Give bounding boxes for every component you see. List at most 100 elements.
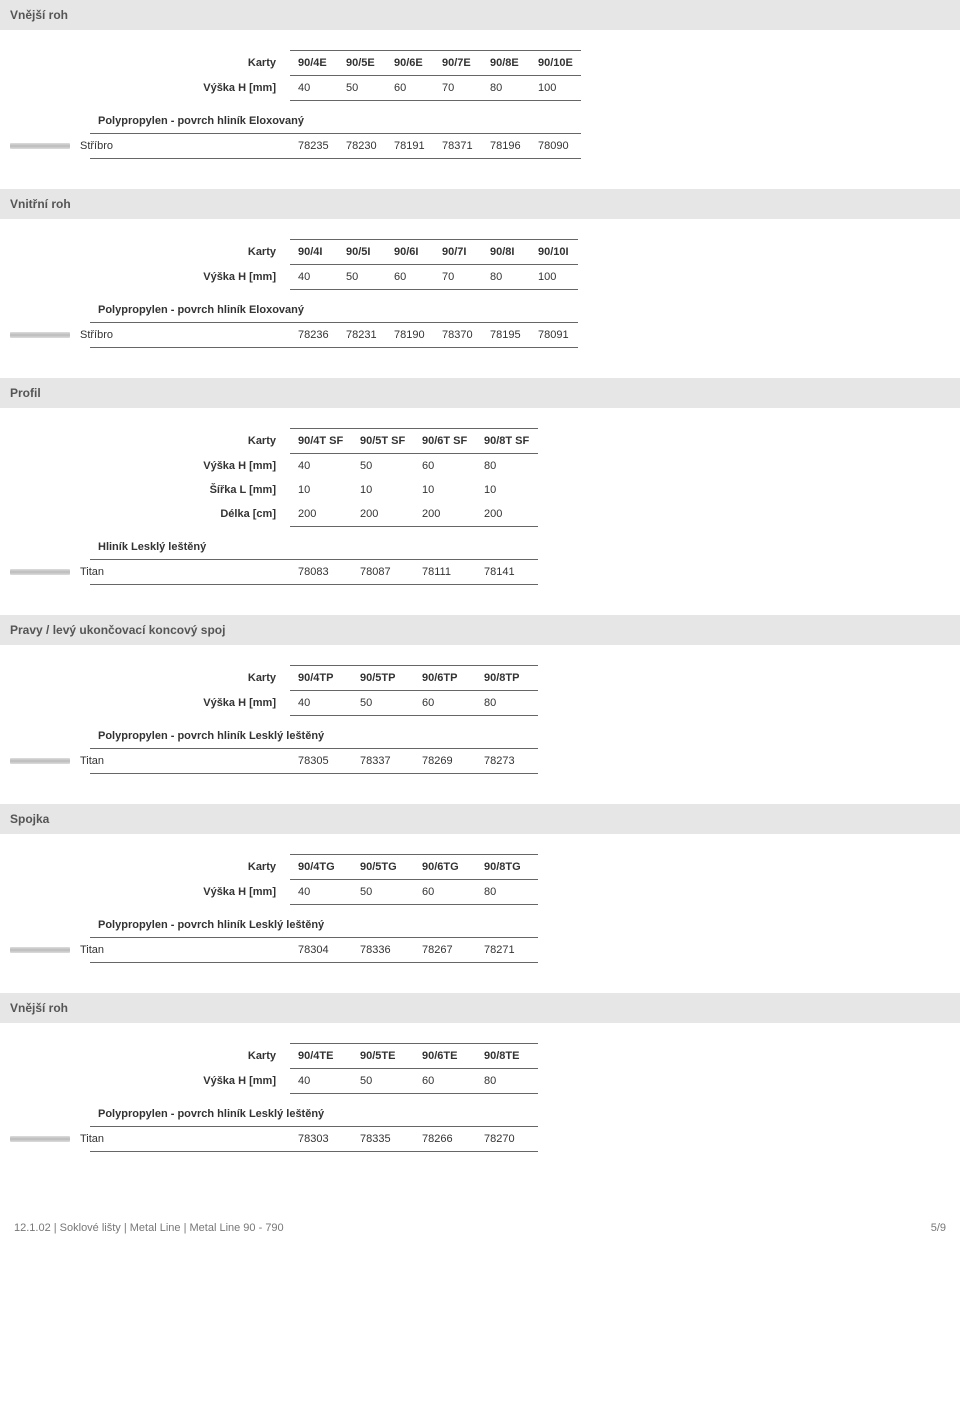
dim-row: Délka [cm]200200200200 (90, 502, 538, 527)
material-swatch (10, 569, 70, 575)
subheader-row: Polypropylen - povrch hliník Eloxovaný (90, 101, 581, 134)
col-code: 90/4TP (290, 666, 352, 691)
dim-row: Výška H [mm]40506080 (90, 880, 538, 905)
material-row: Titan78305783377826978273 (90, 749, 538, 774)
dim-cell: 60 (386, 265, 434, 290)
material-row: Titan78304783367826778271 (90, 938, 538, 963)
col-code: 90/8TE (476, 1044, 538, 1069)
subheader-row: Polypropylen - povrch hliník Eloxovaný (90, 290, 578, 323)
col-code: 90/6E (386, 51, 434, 76)
dim-cell: 100 (530, 76, 581, 101)
material-name: Titan (90, 749, 290, 774)
col-code: 90/5E (338, 51, 386, 76)
material-cell: 78090 (530, 134, 581, 159)
section: SpojkaKarty90/4TG90/5TG90/6TG90/8TGVýška… (0, 804, 960, 963)
material-cell: 78303 (290, 1127, 352, 1152)
section: ProfilKarty90/4T SF90/5T SF90/6T SF90/8T… (0, 378, 960, 585)
col-code: 90/4TG (290, 855, 352, 880)
dim-cell: 10 (476, 478, 538, 502)
dim-label: Výška H [mm] (90, 76, 290, 101)
dim-cell: 50 (338, 265, 386, 290)
col-code: 90/5TG (352, 855, 414, 880)
material-row: Stříbro782357823078191783717819678090 (90, 134, 581, 159)
material-name: Titan (90, 1127, 290, 1152)
col-code: 90/6TE (414, 1044, 476, 1069)
dim-row: Výška H [mm]4050607080100 (90, 265, 578, 290)
dim-cell: 80 (476, 691, 538, 716)
material-cell: 78337 (352, 749, 414, 774)
dim-cell: 80 (482, 76, 530, 101)
material-cell: 78305 (290, 749, 352, 774)
material-cell: 78190 (386, 323, 434, 348)
col-label: Karty (90, 666, 290, 691)
dim-cell: 200 (352, 502, 414, 527)
dim-cell: 100 (530, 265, 578, 290)
dim-cell: 80 (476, 880, 538, 905)
col-code: 90/4E (290, 51, 338, 76)
col-label: Karty (90, 51, 290, 76)
material-swatch (10, 1136, 70, 1142)
col-code: 90/7I (434, 240, 482, 265)
col-code: 90/4TE (290, 1044, 352, 1069)
col-label: Karty (90, 1044, 290, 1069)
section-title: Vnější roh (0, 0, 960, 30)
subheader-label: Polypropylen - povrch hliník Eloxovaný (90, 290, 578, 323)
table-header-row: Karty90/4I90/5I90/6I90/7I90/8I90/10I (90, 240, 578, 265)
subheader-label: Polypropylen - povrch hliník Lesklý lešt… (90, 905, 538, 938)
data-table: Karty90/4TP90/5TP90/6TP90/8TPVýška H [mm… (90, 665, 538, 774)
footer-page: 5/9 (931, 1222, 946, 1234)
dim-label: Výška H [mm] (90, 880, 290, 905)
material-cell: 78231 (338, 323, 386, 348)
col-code: 90/8E (482, 51, 530, 76)
material-cell: 78270 (476, 1127, 538, 1152)
col-code: 90/7E (434, 51, 482, 76)
material-cell: 78269 (414, 749, 476, 774)
subheader-row: Polypropylen - povrch hliník Lesklý lešt… (90, 905, 538, 938)
table-wrap: Karty90/4TP90/5TP90/6TP90/8TPVýška H [mm… (0, 645, 960, 774)
section-title: Pravy / levý ukončovací koncový spoj (0, 615, 960, 645)
dim-cell: 80 (476, 1069, 538, 1094)
dim-cell: 70 (434, 76, 482, 101)
section-title: Vnitřní roh (0, 189, 960, 219)
data-table: Karty90/4TG90/5TG90/6TG90/8TGVýška H [mm… (90, 854, 538, 963)
col-label: Karty (90, 240, 290, 265)
dim-label: Výška H [mm] (90, 1069, 290, 1094)
subheader-label: Polypropylen - povrch hliník Lesklý lešt… (90, 716, 538, 749)
col-label: Karty (90, 855, 290, 880)
table-wrap: Karty90/4I90/5I90/6I90/7I90/8I90/10IVýšk… (0, 219, 960, 348)
dim-label: Výška H [mm] (90, 691, 290, 716)
dim-cell: 50 (352, 454, 414, 479)
dim-cell: 80 (476, 454, 538, 479)
material-cell: 78271 (476, 938, 538, 963)
dim-cell: 10 (352, 478, 414, 502)
dim-cell: 200 (290, 502, 352, 527)
dim-label: Délka [cm] (90, 502, 290, 527)
material-name: Stříbro (90, 323, 290, 348)
dim-cell: 40 (290, 76, 338, 101)
col-code: 90/8T SF (476, 429, 538, 454)
material-cell: 78236 (290, 323, 338, 348)
material-cell: 78370 (434, 323, 482, 348)
dim-cell: 50 (352, 691, 414, 716)
dim-cell: 50 (338, 76, 386, 101)
dim-cell: 40 (290, 691, 352, 716)
dim-cell: 200 (476, 502, 538, 527)
dim-cell: 60 (414, 454, 476, 479)
dim-cell: 10 (414, 478, 476, 502)
material-cell: 78267 (414, 938, 476, 963)
material-cell: 78195 (482, 323, 530, 348)
dim-cell: 60 (386, 76, 434, 101)
table-wrap: Karty90/4E90/5E90/6E90/7E90/8E90/10EVýšk… (0, 30, 960, 159)
col-label: Karty (90, 429, 290, 454)
table-wrap: Karty90/4TG90/5TG90/6TG90/8TGVýška H [mm… (0, 834, 960, 963)
material-name: Titan (90, 560, 290, 585)
col-code: 90/4I (290, 240, 338, 265)
dim-label: Výška H [mm] (90, 265, 290, 290)
section: Vnější rohKarty90/4E90/5E90/6E90/7E90/8E… (0, 0, 960, 159)
material-cell: 78087 (352, 560, 414, 585)
table-header-row: Karty90/4T SF90/5T SF90/6T SF90/8T SF (90, 429, 538, 454)
subheader-row: Polypropylen - povrch hliník Lesklý lešt… (90, 716, 538, 749)
dim-row: Výška H [mm]40506080 (90, 454, 538, 479)
table-header-row: Karty90/4E90/5E90/6E90/7E90/8E90/10E (90, 51, 581, 76)
dim-cell: 50 (352, 1069, 414, 1094)
